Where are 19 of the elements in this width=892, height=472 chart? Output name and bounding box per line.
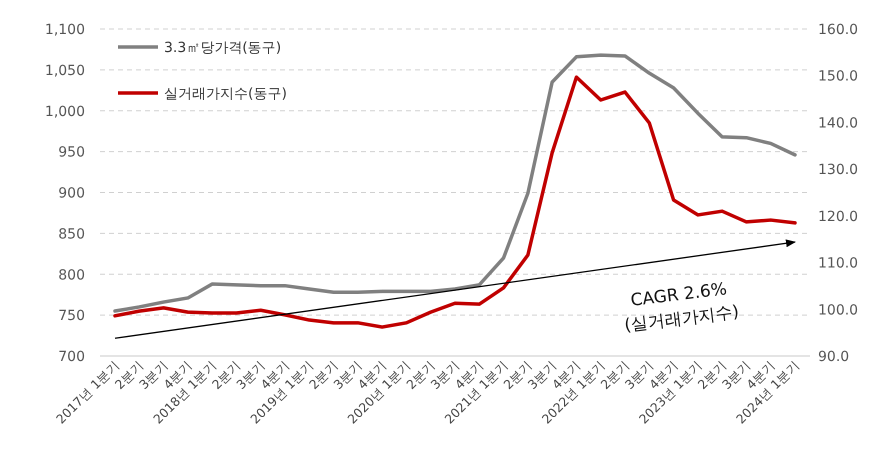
y2-tick-label: 120.0: [818, 208, 858, 225]
y2-tick-label: 160.0: [818, 22, 858, 38]
y2-tick-label: 100.0: [818, 302, 858, 318]
y-tick-label: 1,000: [44, 104, 85, 120]
y-tick-label: 850: [58, 226, 85, 242]
y2-tick-label: 150.0: [818, 68, 858, 85]
y-tick-label: 900: [58, 186, 85, 202]
y-tick-label: 950: [58, 144, 85, 161]
y-tick-label: 800: [58, 267, 85, 284]
y-tick-label: 700: [58, 349, 85, 365]
y-tick-label: 1,100: [44, 22, 85, 38]
legend-label: 3.3㎡당가격(동구): [164, 40, 282, 56]
y2-tick-label: 110.0: [818, 256, 858, 272]
y2-tick-label: 140.0: [818, 115, 858, 132]
y2-tick-label: 90.0: [818, 349, 850, 365]
y2-tick-label: 130.0: [818, 162, 858, 178]
legend-label: 실거래가지수(동구): [164, 86, 287, 102]
y-tick-label: 1,050: [44, 62, 85, 79]
y-tick-label: 750: [58, 308, 85, 324]
